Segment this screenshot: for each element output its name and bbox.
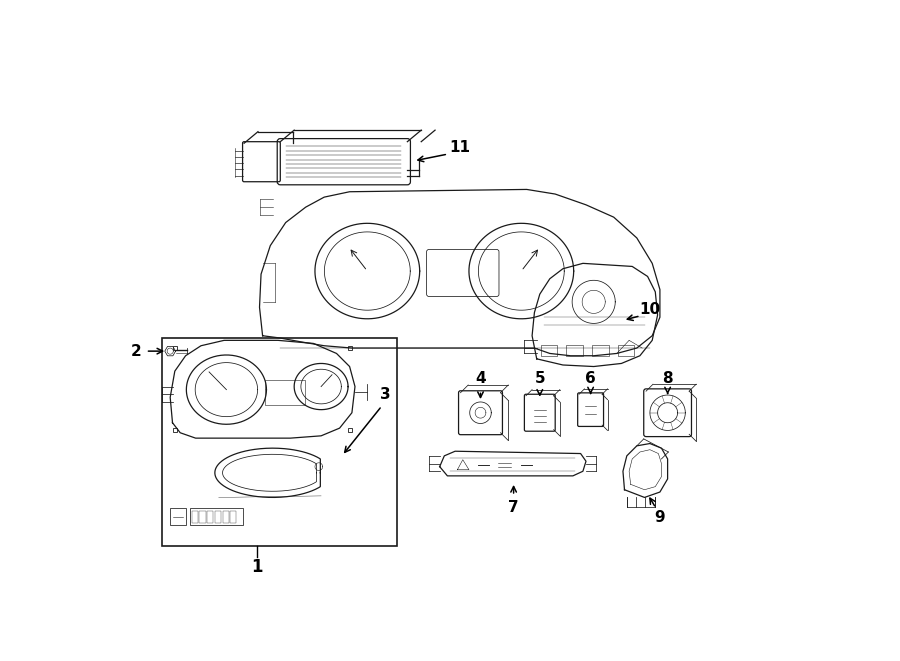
Text: 11: 11 (449, 140, 470, 155)
Bar (190, 508, 243, 525)
Text: 1: 1 (251, 558, 263, 576)
Text: 4: 4 (475, 371, 486, 386)
Text: 8: 8 (662, 371, 673, 386)
Bar (541, 345, 557, 356)
Bar (265, 380, 305, 405)
Bar (163, 338, 397, 546)
Bar (592, 345, 609, 356)
Bar (215, 510, 221, 523)
Text: 3: 3 (381, 387, 392, 402)
Bar (222, 510, 229, 523)
Text: 6: 6 (585, 371, 596, 386)
Text: 10: 10 (639, 302, 661, 317)
Text: 2: 2 (130, 344, 141, 359)
Text: 5: 5 (535, 371, 545, 386)
Text: 9: 9 (654, 510, 665, 525)
Bar (200, 510, 205, 523)
Bar (207, 510, 213, 523)
Bar (617, 345, 634, 356)
Bar (566, 345, 583, 356)
Bar (170, 508, 185, 525)
Text: 7: 7 (508, 500, 519, 515)
Bar (192, 510, 198, 523)
Bar (230, 510, 237, 523)
